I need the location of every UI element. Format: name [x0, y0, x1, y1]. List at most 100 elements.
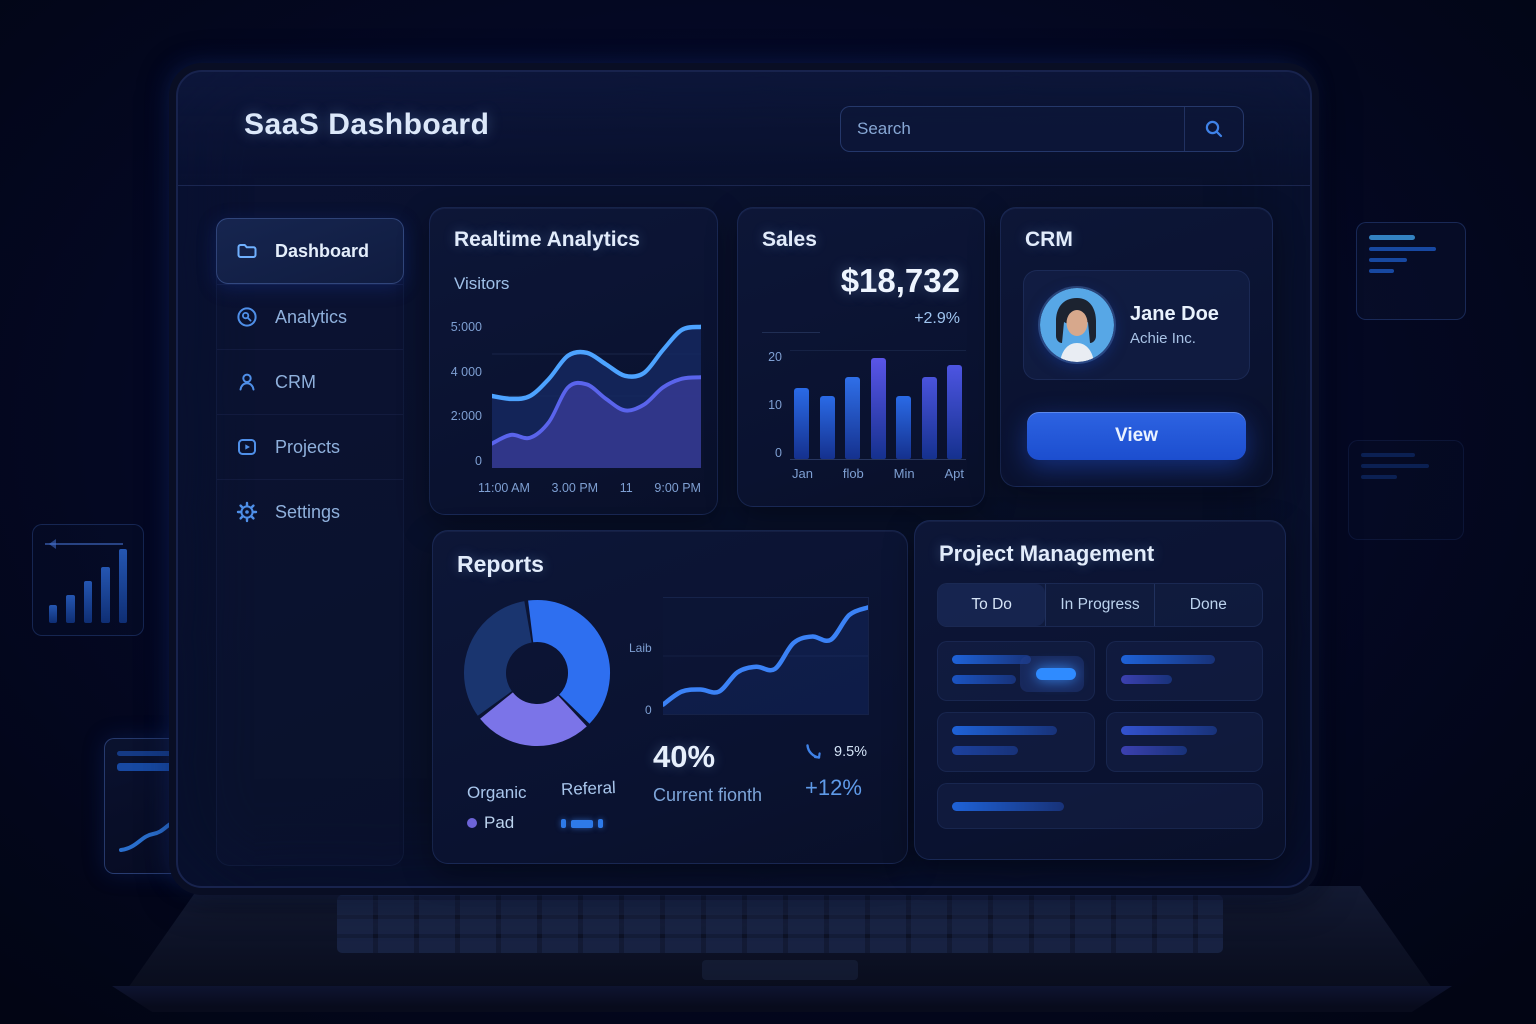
- contact-info: Jane Doe Achie Inc.: [1130, 303, 1219, 347]
- visitors-x-axis: 11:00 AM 3.00 PM 11 9:00 PM: [478, 481, 701, 495]
- app-header: SaaS Dashboard: [178, 72, 1310, 186]
- laptop-front-edge: [112, 986, 1452, 1012]
- stat-delta: +12%: [805, 775, 862, 800]
- sales-bar: [794, 388, 809, 459]
- crm-card: CRM Jane Doe Achie Inc.: [1000, 207, 1273, 487]
- gear-icon: [236, 501, 258, 523]
- small-stat: 9.5%: [803, 741, 867, 763]
- laptop-keyboard: [336, 895, 1224, 953]
- sidebar: Dashboard Analytics CRM: [216, 218, 404, 866]
- sidebar-item-label: Dashboard: [275, 240, 370, 261]
- sales-card: Sales $18,732 +2.9% 20 10 0 Jan flob Min…: [737, 207, 985, 507]
- project-tabs: To Do In Progress Done: [937, 583, 1263, 627]
- task-placeholder-bar: [1120, 655, 1215, 664]
- task-action-pill[interactable]: [1035, 668, 1076, 680]
- legend-organic: Organic: [467, 783, 527, 802]
- task-card[interactable]: [937, 783, 1263, 829]
- task-placeholder-bar: [1120, 726, 1218, 735]
- sales-bar: [896, 396, 911, 459]
- sales-delta: +2.9%: [914, 310, 960, 327]
- sidebar-item-dashboard[interactable]: Dashboard: [216, 218, 404, 284]
- sales-total: $18,732: [840, 262, 960, 299]
- sidebar-item-label: CRM: [275, 371, 316, 392]
- laptop-screen: SaaS Dashboard Dashboard: [176, 70, 1312, 888]
- avatar-portrait: [1040, 288, 1114, 362]
- projects-icon: [238, 439, 256, 455]
- tab-in-progress[interactable]: In Progress: [1045, 584, 1153, 626]
- view-button[interactable]: View: [1027, 412, 1246, 460]
- avatar: [1040, 288, 1114, 362]
- sales-bar: [947, 364, 962, 459]
- task-placeholder-bar: [1120, 675, 1172, 684]
- task-card[interactable]: [937, 712, 1095, 772]
- sales-bars: [790, 350, 966, 460]
- visitors-label: Visitors: [454, 274, 510, 293]
- sales-bar: [845, 377, 860, 459]
- task-card[interactable]: [1105, 641, 1263, 701]
- growth-line-chart: [663, 597, 869, 715]
- sidebar-item-projects[interactable]: Projects: [217, 414, 403, 479]
- laptop-trackpad: [701, 960, 859, 980]
- sidebar-item-settings[interactable]: Settings: [217, 479, 403, 544]
- task-placeholder-bar: [952, 726, 1057, 735]
- tab-todo[interactable]: To Do: [938, 584, 1046, 626]
- task-card[interactable]: [1105, 712, 1263, 772]
- search-box: [840, 106, 1244, 152]
- sales-bar: [870, 358, 886, 459]
- sidebar-item-label: Analytics: [275, 306, 348, 327]
- background-bar-chart-decoration: [32, 524, 144, 636]
- contact-name: Jane Doe: [1130, 303, 1219, 325]
- visitors-plot: [492, 324, 701, 468]
- sales-x-axis: Jan flob Min Apt: [792, 466, 964, 481]
- sidebar-item-analytics[interactable]: Analytics: [217, 284, 403, 349]
- realtime-analytics-card: Realtime Analytics Visitors 5:000 4 000 …: [429, 207, 718, 515]
- card-title: Reports: [457, 551, 544, 577]
- contact-company: Achie Inc.: [1130, 330, 1196, 347]
- search-icon: [1205, 120, 1223, 138]
- pad-dot-icon: [467, 818, 477, 828]
- task-card[interactable]: [937, 641, 1095, 701]
- growth-y-label: Laib: [629, 641, 652, 655]
- growth-zero-tick: 0: [645, 703, 652, 717]
- project-management-card: Project Management To Do In Progress Don…: [914, 520, 1286, 860]
- card-title: Sales: [762, 228, 817, 251]
- page-title: SaaS Dashboard: [244, 108, 490, 141]
- sidebar-item-label: Projects: [275, 436, 341, 457]
- card-title: Realtime Analytics: [454, 228, 640, 251]
- visitors-y-axis: 5:000 4 000 2:000 0: [450, 320, 482, 468]
- tab-done[interactable]: Done: [1153, 584, 1262, 626]
- analytics-icon: [237, 307, 257, 327]
- task-placeholder-bar: [952, 675, 1016, 684]
- sales-chart: 20 10 0 Jan flob Min Apt: [754, 350, 966, 488]
- trend-arrow-decoration: [45, 539, 123, 549]
- divider: [762, 332, 820, 333]
- background-card-decoration-1: [1356, 222, 1466, 320]
- search-input[interactable]: [841, 107, 1184, 151]
- referal-marker-icon: [561, 819, 603, 828]
- card-title: Project Management: [939, 541, 1155, 566]
- traffic-donut-chart: [461, 597, 613, 749]
- contact-card[interactable]: Jane Doe Achie Inc.: [1023, 270, 1250, 380]
- search-button[interactable]: [1185, 107, 1243, 151]
- user-icon: [239, 373, 255, 391]
- search-divider: [1184, 107, 1185, 151]
- sidebar-item-label: Settings: [275, 501, 341, 522]
- task-placeholder-bar: [952, 801, 1065, 811]
- sales-y-axis: 20 10 0: [768, 350, 782, 460]
- sales-bar: [819, 396, 835, 459]
- task-placeholder-bar: [952, 746, 1019, 755]
- legend-pad: Pad: [467, 813, 514, 833]
- trend-curve-icon: [806, 744, 821, 759]
- sidebar-item-crm[interactable]: CRM: [217, 349, 403, 414]
- folder-icon: [237, 244, 257, 258]
- task-grid: [937, 641, 1263, 829]
- background-card-decoration-2: [1348, 440, 1464, 540]
- current-percent: 40%: [653, 739, 716, 774]
- sales-bar: [921, 377, 937, 459]
- legend-referal: Referal: [560, 778, 617, 799]
- reports-card: Reports Organic Referal Pad Laib 0 40% C…: [432, 530, 908, 864]
- card-title: CRM: [1025, 228, 1073, 251]
- current-percent-label: Current fionth: [653, 785, 763, 805]
- laptop-base: [128, 886, 1432, 988]
